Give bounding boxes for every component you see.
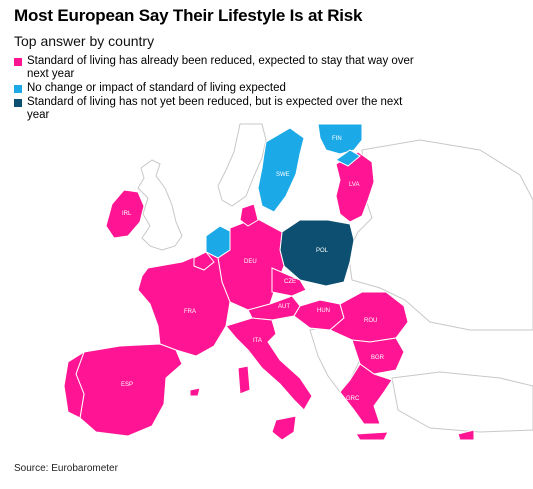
country-esp [75,343,183,437]
label-pol: POL [316,248,329,254]
europe-map: FIN SWE LVA IRL POL DEU CZE FRA AUT HUN … [63,123,533,441]
label-esp: ESP [121,382,133,388]
legend-swatch-reduced [14,58,22,66]
legend-item-reduced: Standard of living has already been redu… [14,55,414,81]
legend-swatch-expected [14,99,22,107]
country-balearic [189,387,201,397]
label-fra: FRA [184,309,196,315]
country-sardinia [237,365,251,395]
legend: Standard of living has already been redu… [14,55,414,123]
country-denmark [239,203,259,227]
source-note: Source: Eurobarometer [14,463,118,474]
eu-countries [63,123,475,441]
country-prt [63,350,85,419]
label-grc: GRC [346,396,360,402]
norway-land [217,123,267,207]
label-aut: AUT [278,304,290,310]
label-lva: LVA [349,182,359,188]
legend-item-no-change: No change or impact of standard of livin… [14,82,414,95]
label-cze: CZE [284,279,296,285]
country-swe [257,127,305,213]
legend-label-expected: Standard of living has not yet been redu… [27,96,403,121]
chart-subtitle: Top answer by country [14,33,155,49]
label-ita: ITA [253,338,262,344]
legend-label-reduced: Standard of living has already been redu… [27,55,414,80]
country-ita [225,317,313,411]
country-baltic-extra [335,149,361,167]
country-crete [355,431,389,441]
non-eu-countries [137,123,533,433]
country-irl [105,189,145,239]
turkey-land [391,371,533,433]
uk-land [137,159,183,251]
label-rou: ROU [364,318,377,324]
label-hun: HUN [317,308,330,314]
label-swe: SWE [276,172,290,178]
country-grc [339,363,393,425]
country-fra [137,251,231,357]
eastern-lands [347,139,533,331]
legend-item-expected: Standard of living has not yet been redu… [14,96,414,122]
label-deu: DEU [244,259,257,265]
country-cyprus [457,429,475,441]
country-labels: FIN SWE LVA IRL POL DEU CZE FRA AUT HUN … [121,136,385,402]
country-cze [271,267,307,297]
country-belgium [193,251,215,271]
country-lva [335,151,375,223]
country-sicily [271,415,297,441]
label-fin: FIN [332,136,342,142]
legend-label-no-change: No change or impact of standard of livin… [27,82,286,94]
chart-title: Most European Say Their Lifestyle Is at … [14,6,363,25]
label-bgr: BGR [371,355,385,361]
label-irl: IRL [122,211,132,217]
legend-swatch-no-change [14,85,22,93]
